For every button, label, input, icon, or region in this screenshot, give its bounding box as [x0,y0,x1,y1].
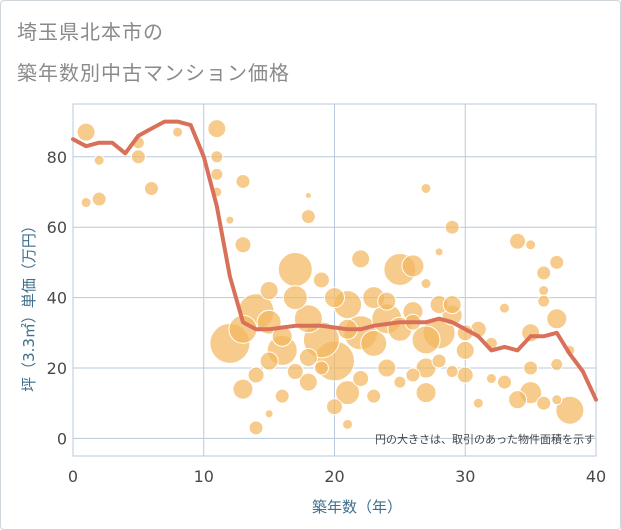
data-bubble [442,295,462,315]
data-bubble [259,281,279,301]
data-bubble [80,197,92,209]
data-bubble [525,239,537,251]
chart-title-line1: 埼玉県北本市の [17,20,164,44]
x-tick-label: 30 [455,467,475,486]
data-bubble [431,353,447,369]
data-bubble [304,192,312,200]
data-bubble [351,249,371,269]
data-bubble [76,122,96,142]
data-bubble [172,126,184,138]
y-axis-label: 坪（3.3㎡）単価（万円） [20,218,38,392]
data-bubble [555,395,585,425]
data-bubble [377,358,397,378]
y-tick-label: 0 [57,429,67,448]
y-tick-label: 40 [47,289,67,308]
x-tick-label: 0 [68,467,78,486]
data-bubble [298,372,318,392]
data-bubble [326,398,343,416]
data-bubble [401,254,425,278]
x-tick-label: 20 [324,467,344,486]
data-bubble [508,390,528,410]
chart-title-line2: 築年数別中古マンション価格 [17,61,290,85]
data-bubble [235,173,251,189]
data-bubble [91,191,107,207]
data-bubble [352,370,370,388]
data-bubble [472,397,484,409]
data-bubble [445,365,459,379]
data-bubble [264,409,274,419]
data-bubble [496,374,512,390]
data-bubble [232,378,254,400]
data-bubble [549,254,565,270]
data-bubble [415,357,437,379]
data-bubble [324,287,345,309]
data-bubble [536,265,552,281]
data-bubble [523,360,539,376]
data-bubble [377,291,397,311]
tick-labels: 0 20 40 60 80 0 10 20 30 40 [47,148,607,486]
data-bubble [130,149,146,165]
data-bubble [420,278,432,290]
data-bubble [93,154,105,166]
data-bubble [498,302,510,314]
data-bubble [366,388,382,404]
y-tick-label: 20 [47,359,67,378]
data-bubble [282,285,308,311]
data-bubble [415,382,437,404]
data-bubble [538,285,550,297]
bubble-size-note: 円の大きさは、取引のあった物件面積を示す [375,432,595,446]
data-bubble [550,357,564,371]
data-bubble [551,394,563,406]
data-bubble [210,167,224,181]
data-bubble [420,182,432,194]
data-bubble [207,119,227,139]
data-bubble [537,294,551,308]
data-bubble [313,360,329,376]
y-tick-label: 60 [47,218,67,237]
data-bubble [143,180,159,196]
y-tick-label: 80 [47,148,67,167]
bubble-layer [76,119,585,436]
data-bubble [536,395,552,411]
x-axis-label: 築年数（年） [312,498,402,516]
data-bubble [247,366,265,384]
data-bubble [312,271,330,289]
data-bubble [546,308,568,330]
data-bubble [509,232,527,250]
trend-layer [71,119,598,402]
data-bubble [335,380,361,406]
data-bubble [298,347,318,367]
data-bubble [393,375,407,389]
grid-lines [72,103,597,457]
x-tick-label: 40 [586,467,606,486]
data-bubble [286,363,304,381]
data-bubble [455,340,475,360]
data-bubble [225,215,235,225]
trend-line [71,119,598,402]
data-bubble [210,150,224,164]
data-bubble [411,325,441,355]
data-bubble [456,366,474,384]
data-bubble [277,251,313,287]
data-bubble [259,351,279,371]
data-bubble [405,367,421,383]
data-bubble [485,373,497,385]
data-bubble [360,329,388,357]
x-tick-label: 10 [194,467,214,486]
data-bubble [300,209,316,225]
data-bubble [274,388,290,404]
data-bubble [444,219,460,235]
data-bubble [342,418,354,430]
data-bubble [234,236,252,254]
data-bubble [434,247,444,257]
data-bubble [248,420,264,436]
